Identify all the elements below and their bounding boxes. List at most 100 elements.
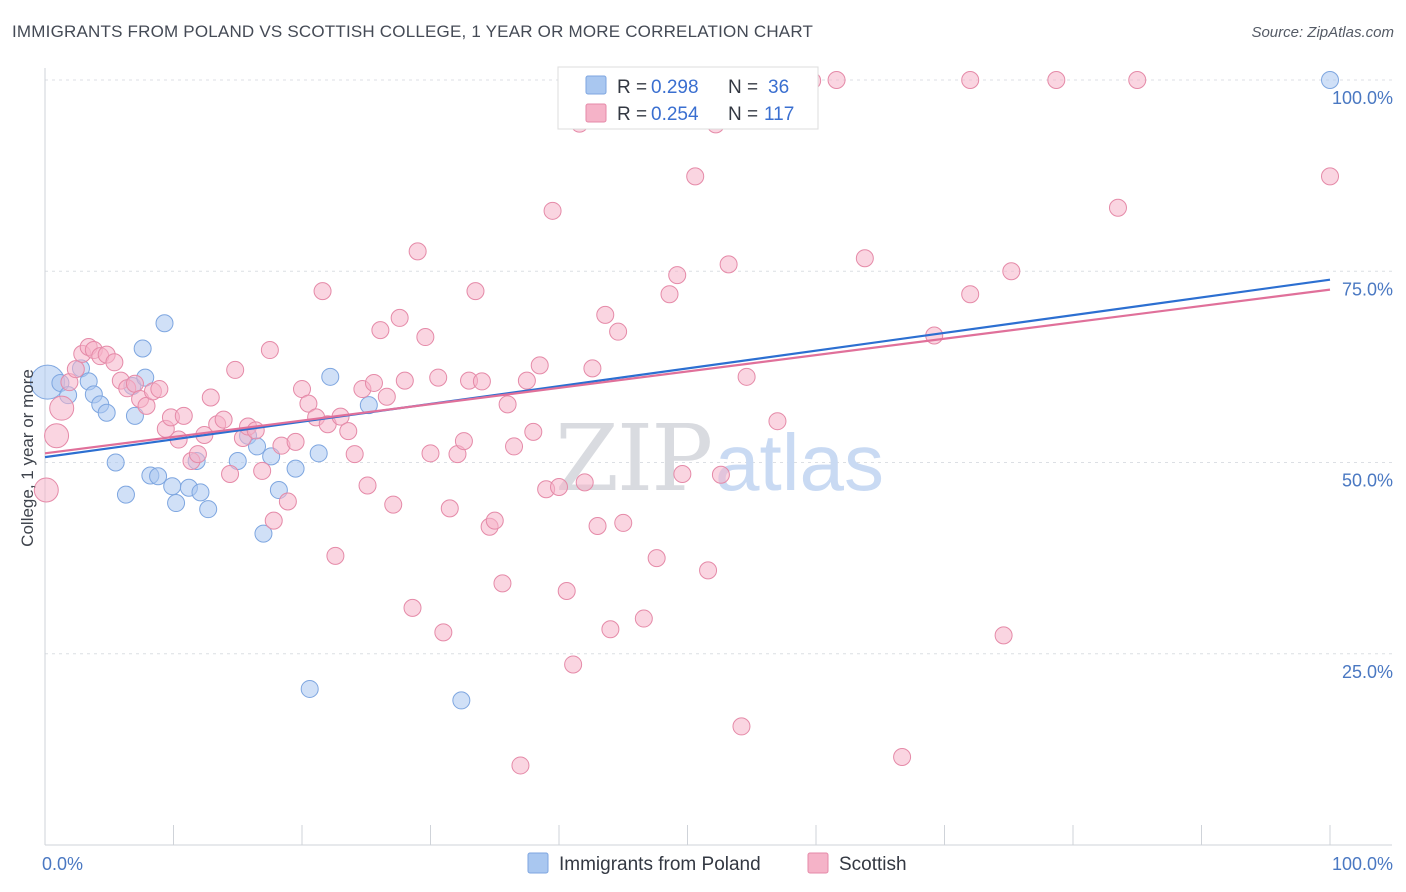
point-scottish-57 [408, 242, 427, 261]
point-scottish-64 [454, 432, 473, 451]
point-scottish-51 [371, 321, 390, 340]
point-scottish-61 [434, 623, 453, 642]
point-poland-35 [1321, 71, 1339, 89]
point-scottish-84 [583, 359, 602, 378]
point-scottish-28 [221, 464, 240, 483]
point-scottish-110 [961, 285, 980, 304]
point-scottish-116 [1321, 167, 1339, 186]
point-scottish-1 [44, 423, 70, 449]
bottom-legend-swatch-poland [527, 852, 549, 874]
x-tick-labels: 0.0% 100.0% [42, 854, 1393, 874]
point-scottish-107 [893, 748, 912, 767]
point-poland-9 [116, 485, 135, 504]
point-scottish-94 [673, 464, 692, 483]
point-poland-34 [452, 691, 471, 710]
point-scottish-56 [403, 598, 422, 617]
point-scottish-53 [384, 495, 403, 514]
point-poland-26 [254, 524, 273, 543]
legend-r-value-scottish: 0.254 [651, 104, 699, 125]
y-tick-labels: 100.0% 75.0% 50.0% 25.0% [1332, 88, 1393, 682]
point-poland-22 [199, 500, 218, 519]
legend-swatch-scottish [585, 103, 607, 123]
point-scottish-52 [377, 387, 396, 406]
point-scottish-0 [33, 477, 59, 503]
x-tick-label-1: 100.0% [1332, 854, 1393, 874]
point-poland-11 [125, 406, 144, 425]
point-scottish-73 [511, 756, 530, 775]
point-scottish-27 [214, 410, 233, 429]
point-scottish-92 [660, 285, 679, 304]
point-scottish-112 [1002, 262, 1021, 281]
point-scottish-50 [364, 373, 383, 392]
point-poland-30 [300, 679, 319, 698]
legend-n-label-scottish: N = [728, 104, 758, 125]
point-scottish-115 [1128, 71, 1147, 89]
point-scottish-85 [588, 516, 607, 535]
point-scottish-91 [647, 549, 666, 568]
point-scottish-78 [543, 201, 562, 220]
point-scottish-95 [686, 167, 705, 186]
point-scottish-33 [253, 461, 272, 480]
data-points [30, 71, 1339, 775]
chart-title: IMMIGRANTS FROM POLAND VS SCOTTISH COLLE… [12, 22, 814, 41]
point-scottish-96 [699, 561, 718, 580]
legend-n-value-scottish: 117 [764, 104, 794, 125]
point-scottish-4 [66, 360, 85, 379]
point-poland-17 [163, 477, 182, 496]
point-poland-12 [133, 339, 152, 358]
point-scottish-83 [575, 473, 594, 492]
point-scottish-93 [668, 266, 687, 285]
legend-r-label-scottish: R = [617, 104, 647, 125]
point-scottish-60 [429, 368, 448, 387]
point-scottish-81 [564, 655, 583, 674]
y-tick-label-1: 75.0% [1342, 279, 1393, 299]
point-scottish-62 [440, 499, 459, 518]
point-scottish-71 [498, 395, 517, 414]
point-scottish-23 [188, 445, 207, 464]
point-scottish-67 [472, 372, 491, 391]
point-scottish-88 [609, 322, 628, 341]
trend-line-scottish [44, 288, 1331, 455]
point-scottish-80 [557, 582, 576, 601]
point-scottish-74 [517, 371, 536, 390]
trend-line-poland [44, 278, 1331, 459]
point-scottish-32 [246, 421, 265, 440]
point-poland-16 [155, 314, 174, 333]
stats-legend: R = 0.298 N = 36 R = 0.254 N = 117 [557, 66, 819, 130]
legend-n-value-poland: 36 [768, 77, 789, 98]
y-tick-label-2: 50.0% [1342, 471, 1393, 491]
point-scottish-111 [994, 626, 1013, 645]
point-scottish-2 [49, 395, 75, 421]
point-scottish-38 [286, 432, 305, 451]
point-scottish-113 [1047, 71, 1066, 89]
point-scottish-99 [719, 255, 738, 274]
point-scottish-106 [855, 249, 874, 268]
point-scottish-54 [390, 308, 409, 327]
legend-n-label-poland: N = [728, 77, 758, 98]
point-scottish-105 [827, 71, 846, 89]
bottom-legend-label-scottish: Scottish [839, 854, 907, 875]
point-poland-21 [191, 483, 210, 502]
point-scottish-98 [711, 465, 730, 484]
point-scottish-76 [530, 356, 549, 375]
point-scottish-59 [421, 444, 440, 463]
point-poland-15 [149, 467, 168, 486]
legend-r-value-poland: 0.298 [651, 77, 699, 98]
point-scottish-21 [174, 406, 193, 425]
point-scottish-13 [125, 374, 144, 393]
trend-lines [44, 278, 1331, 459]
point-scottish-47 [345, 445, 364, 464]
point-scottish-87 [601, 620, 620, 639]
series-legend: Immigrants from Poland Scottish [527, 852, 907, 875]
y-axis-label: College, 1 year or more [18, 369, 37, 547]
y-tick-label-3: 25.0% [1342, 662, 1393, 682]
point-scottish-25 [201, 388, 220, 407]
x-tick-label-0: 0.0% [42, 854, 83, 874]
point-poland-7 [97, 403, 116, 422]
y-tick-label-0: 100.0% [1332, 88, 1393, 108]
point-poland-18 [167, 494, 186, 513]
point-poland-8 [106, 453, 125, 472]
point-scottish-37 [278, 492, 297, 511]
point-scottish-55 [395, 371, 414, 390]
bottom-legend-label-poland: Immigrants from Poland [559, 854, 761, 875]
